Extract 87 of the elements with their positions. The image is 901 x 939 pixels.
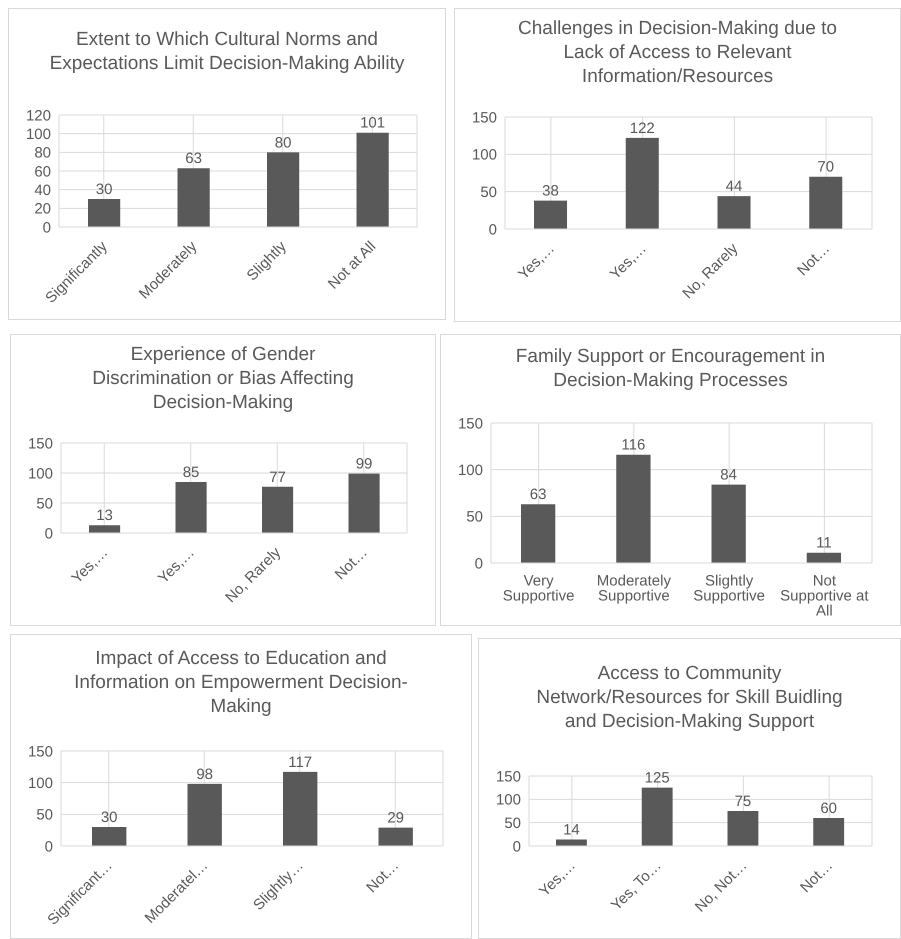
bar: [521, 504, 556, 563]
y-tick-label: 60: [34, 163, 51, 180]
y-tick-label: 20: [34, 200, 51, 218]
chart-title: Experience of Gender Discrimination or Bias Affecting Decision-Making: [91, 343, 355, 415]
chart-title: Impact of Access to Education and Information on Empowerment Decision-Making: [73, 647, 409, 719]
y-tick-label: 0: [488, 221, 497, 238]
data-label: 117: [288, 754, 312, 771]
y-tick-label: 50: [504, 814, 521, 832]
y-tick-label: 50: [36, 495, 53, 512]
bar: [813, 818, 844, 846]
bar: [378, 828, 413, 846]
y-tick-label: 150: [28, 435, 53, 452]
bar: [262, 486, 294, 533]
data-label: 125: [644, 770, 670, 787]
x-tick-label: Not Supportive at All: [780, 572, 870, 620]
data-label: 70: [817, 158, 834, 176]
x-tick-label: Yes, To…: [608, 857, 665, 914]
data-label: 80: [274, 134, 292, 152]
data-label: 75: [734, 793, 752, 810]
data-label: 38: [542, 182, 559, 200]
y-tick-label: 0: [44, 838, 53, 856]
y-tick-label: 100: [26, 126, 51, 143]
y-tick-label: 120: [26, 107, 51, 124]
y-tick-label: 0: [474, 555, 483, 572]
chart-title: Extent to Which Cultural Norms and Expectations Limit Decision-Making Ability: [48, 28, 406, 76]
bar: [176, 482, 207, 533]
bar: [809, 176, 842, 229]
y-tick-label: 100: [28, 774, 53, 792]
x-tick-label: Slightly Supportive: [693, 572, 765, 605]
chart-title: Challenges in Decision-Making due to Lack of Access to Relevant Information/Resources: [517, 17, 838, 89]
bar: [89, 525, 120, 533]
bar: [718, 196, 751, 229]
x-tick-label: Very Supportive: [502, 572, 574, 605]
y-tick-label: 40: [34, 182, 51, 199]
y-tick-label: 50: [466, 508, 483, 526]
data-label: 63: [185, 150, 202, 168]
data-label: 14: [563, 821, 580, 838]
data-label: 13: [96, 507, 113, 524]
bar: [626, 138, 659, 229]
data-label: 11: [816, 534, 832, 552]
bar: [806, 552, 842, 563]
data-label: 98: [196, 766, 214, 783]
bar: [283, 772, 318, 846]
bar: [267, 152, 300, 227]
y-tick-label: 100: [458, 462, 483, 479]
bar: [178, 168, 210, 227]
y-tick-label: 0: [42, 219, 51, 236]
y-tick-label: 80: [34, 144, 51, 162]
bar: [728, 811, 758, 846]
bar: [188, 784, 222, 846]
bar: [92, 827, 126, 846]
x-tick-label: Moderately Supportive: [596, 572, 672, 605]
data-label: 85: [182, 464, 200, 481]
data-label: 63: [530, 486, 546, 504]
y-tick-label: 50: [36, 806, 53, 824]
chart-title: Family Support or Encouragement in Decision-Making Processes: [514, 345, 826, 393]
bar: [534, 200, 568, 229]
y-tick-label: 100: [496, 792, 521, 809]
data-label: 29: [387, 810, 404, 827]
bar: [616, 454, 651, 563]
data-label: 99: [356, 456, 372, 473]
y-tick-label: 150: [472, 109, 497, 126]
y-tick-label: 150: [28, 743, 53, 760]
y-tick-label: 150: [458, 415, 483, 432]
data-label: 122: [630, 120, 655, 137]
data-label: 84: [720, 466, 737, 484]
y-tick-label: 0: [44, 525, 53, 542]
y-tick-label: 100: [28, 465, 53, 482]
data-label: 116: [621, 436, 646, 454]
data-label: 44: [726, 178, 742, 196]
bar: [356, 132, 389, 227]
y-tick-label: 100: [472, 146, 497, 164]
data-label: 60: [820, 800, 838, 817]
bar: [712, 484, 746, 563]
data-label: 30: [100, 809, 118, 826]
x-tick-label: Not at All: [324, 238, 380, 293]
bar: [88, 199, 120, 227]
y-tick-label: 50: [480, 184, 497, 201]
bar: [348, 474, 380, 533]
data-label: 30: [96, 181, 112, 198]
bar: [642, 788, 673, 846]
chart-title: Access to Community Network/Resources for Skill Buidling and Decision-Making Support: [535, 662, 844, 734]
data-label: 101: [360, 114, 386, 132]
y-tick-label: 150: [496, 768, 521, 786]
y-tick-label: 0: [512, 838, 521, 856]
bar: [556, 839, 587, 846]
data-label: 77: [269, 468, 286, 486]
